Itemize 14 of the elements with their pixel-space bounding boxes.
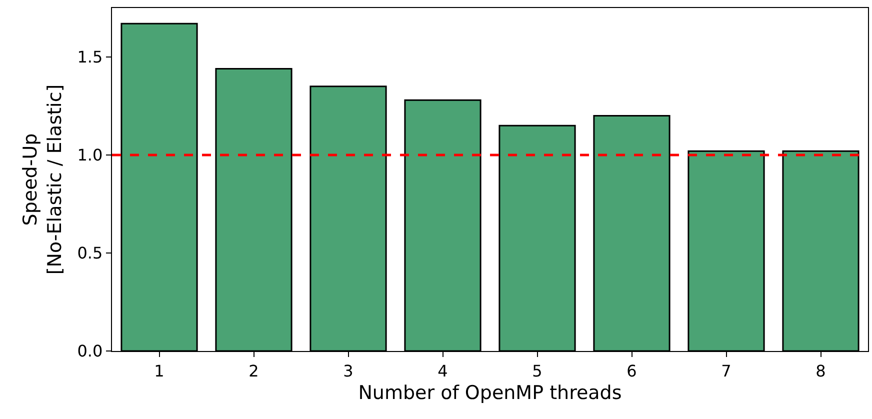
y-tick-label: 0.5 [77, 244, 103, 263]
y-tick-label: 1.0 [77, 146, 103, 165]
x-tick-label: 4 [438, 361, 448, 380]
x-tick-label: 2 [248, 361, 259, 380]
x-tick-label: 1 [154, 361, 164, 380]
x-tick-label: 3 [343, 361, 354, 380]
x-axis-title: Number of OpenMP threads [358, 382, 622, 404]
y-axis-title: Speed-Up [No-Elastic / Elastic] [19, 84, 66, 275]
x-tick-label: 5 [532, 361, 542, 380]
x-tick-label: 6 [626, 361, 637, 380]
x-tick-label: 7 [721, 361, 732, 380]
y-tick-label: 1.5 [77, 48, 103, 67]
x-tick-label: 8 [816, 361, 826, 380]
y-tick-label: 0.0 [77, 342, 103, 361]
